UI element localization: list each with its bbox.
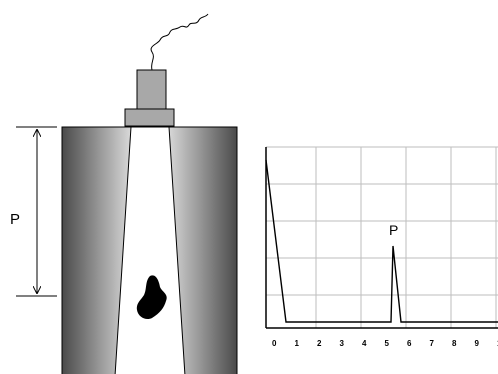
ultrasonic-beam (114, 126, 186, 374)
x-tick-label: 2 (317, 339, 322, 348)
a-scan-chart: P 012345678910 (265, 146, 498, 348)
x-tick-label: 5 (385, 339, 390, 348)
chart-grid (266, 146, 498, 328)
x-tick-label: 1 (295, 339, 300, 348)
x-tick-label: 6 (407, 339, 412, 348)
echo-peak-label: P (389, 222, 398, 238)
x-tick-label: 0 (272, 339, 277, 348)
a-scan-trace (265, 159, 498, 323)
depth-label: P (10, 211, 20, 228)
x-tick-label: 3 (340, 339, 345, 348)
transducer-body (136, 69, 167, 110)
transducer-base (124, 108, 175, 127)
x-tick-label: 8 (452, 339, 457, 348)
transducer-cable (150, 13, 209, 71)
x-tick-labels: 012345678910 (272, 339, 498, 348)
x-tick-label: 4 (362, 339, 367, 348)
flaw-defect (136, 275, 167, 320)
x-tick-label: 9 (475, 339, 480, 348)
x-tick-label: 7 (430, 339, 435, 348)
